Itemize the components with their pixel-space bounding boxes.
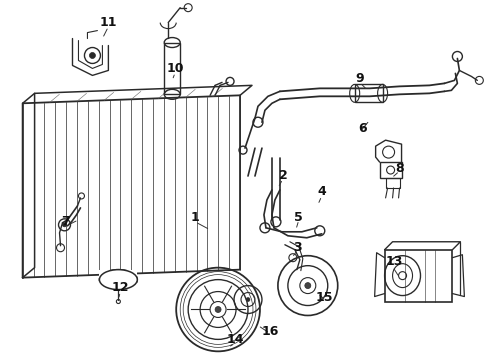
Bar <box>355 84 383 102</box>
Text: 9: 9 <box>355 72 364 85</box>
Circle shape <box>305 283 311 289</box>
Text: 4: 4 <box>318 185 326 198</box>
Text: 1: 1 <box>191 211 199 224</box>
Circle shape <box>215 306 221 312</box>
Text: 10: 10 <box>167 62 184 75</box>
Circle shape <box>246 298 250 302</box>
Bar <box>380 162 401 178</box>
Text: 16: 16 <box>261 325 279 338</box>
Bar <box>164 42 180 94</box>
Text: 13: 13 <box>386 255 403 268</box>
Bar <box>386 178 399 188</box>
Text: 11: 11 <box>99 16 117 29</box>
Text: 5: 5 <box>294 211 303 224</box>
Bar <box>385 250 452 302</box>
Text: 12: 12 <box>112 281 129 294</box>
Circle shape <box>90 53 96 58</box>
Bar <box>99 270 137 289</box>
Text: 8: 8 <box>395 162 404 175</box>
Text: 2: 2 <box>278 168 287 181</box>
Text: 6: 6 <box>358 122 367 135</box>
Text: 15: 15 <box>316 291 334 304</box>
Text: 7: 7 <box>61 215 70 228</box>
Circle shape <box>63 223 67 227</box>
Text: 3: 3 <box>294 241 302 254</box>
Text: 14: 14 <box>226 333 244 346</box>
